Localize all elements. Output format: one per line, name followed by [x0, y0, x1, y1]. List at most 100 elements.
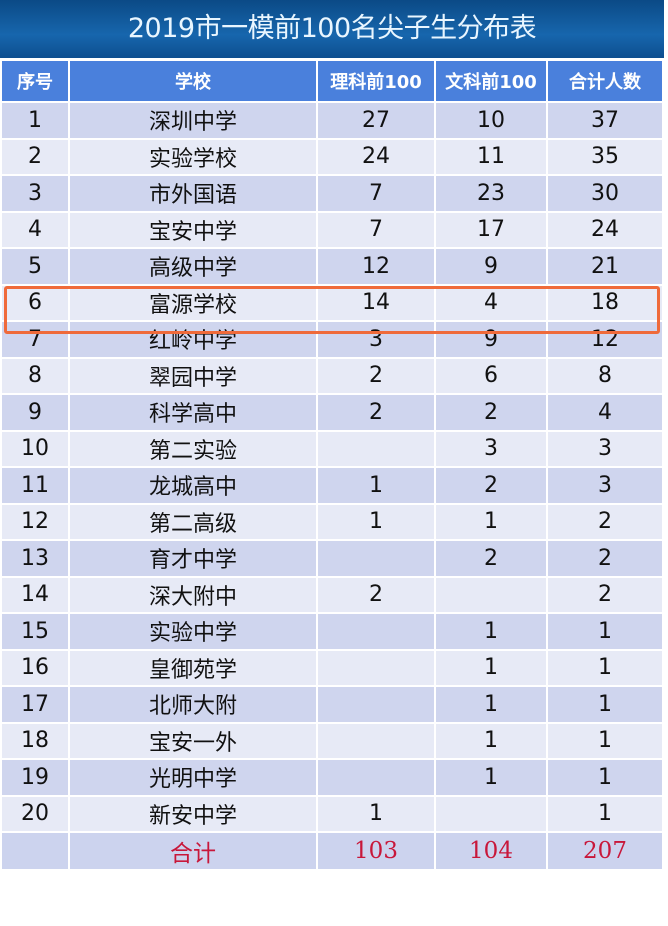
table-row: 13 育才中学 2 2 [0, 539, 664, 578]
cell-school: 红岭中学 [68, 320, 318, 359]
cell-science: 12 [316, 247, 436, 286]
cell-total: 18 [546, 283, 664, 322]
cell-science: 3 [316, 320, 436, 359]
cell-school: 第二高级 [68, 502, 318, 541]
table-row: 19 光明中学 1 1 [0, 758, 664, 797]
cell-school: 育才中学 [68, 539, 318, 578]
total-cell-total: 207 [546, 831, 664, 871]
cell-arts [434, 575, 548, 614]
cell-total: 1 [546, 794, 664, 833]
cell-science: 7 [316, 210, 436, 249]
cell-arts: 9 [434, 247, 548, 286]
school-distribution-table: 序号 学校 理科前100 文科前100 合计人数 1 深圳中学 27 10 37 2 实验学… [0, 59, 664, 871]
cell-science: 7 [316, 174, 436, 213]
table-row: 14 深大附中 2 2 [0, 575, 664, 614]
cell-science: 14 [316, 283, 436, 322]
table-row: 11 龙城高中 1 2 3 [0, 466, 664, 505]
cell-total: 8 [546, 356, 664, 395]
header-arts: 文科前100 [434, 59, 548, 103]
cell-arts: 11 [434, 137, 548, 176]
cell-index: 5 [0, 247, 70, 286]
cell-total: 30 [546, 174, 664, 213]
cell-index: 11 [0, 466, 70, 505]
cell-total: 1 [546, 685, 664, 724]
cell-index: 7 [0, 320, 70, 359]
cell-science [316, 685, 436, 724]
header-total: 合计人数 [546, 59, 664, 103]
cell-index: 12 [0, 502, 70, 541]
cell-index: 15 [0, 612, 70, 651]
cell-arts: 2 [434, 466, 548, 505]
cell-arts: 2 [434, 539, 548, 578]
cell-index: 16 [0, 648, 70, 687]
cell-index: 3 [0, 174, 70, 213]
cell-index: 9 [0, 393, 70, 432]
cell-school: 实验中学 [68, 612, 318, 651]
cell-arts: 1 [434, 612, 548, 651]
table-row: 18 宝安一外 1 1 [0, 721, 664, 760]
table-title: 2019市一模前100名尖子生分布表 [0, 0, 664, 58]
cell-school: 富源学校 [68, 283, 318, 322]
cell-school: 深大附中 [68, 575, 318, 614]
cell-total: 2 [546, 575, 664, 614]
cell-index: 6 [0, 283, 70, 322]
total-cell-science: 103 [316, 831, 436, 871]
header-row: 序号 学校 理科前100 文科前100 合计人数 [0, 59, 664, 103]
total-cell-arts: 104 [434, 831, 548, 871]
cell-science [316, 429, 436, 468]
total-row: 合计 103 104 207 [0, 831, 664, 871]
table-row: 2 实验学校 24 11 35 [0, 137, 664, 176]
cell-arts: 6 [434, 356, 548, 395]
total-cell-school: 合计 [68, 831, 318, 871]
cell-school: 高级中学 [68, 247, 318, 286]
cell-science: 2 [316, 356, 436, 395]
cell-school: 第二实验 [68, 429, 318, 468]
cell-science [316, 648, 436, 687]
cell-index: 17 [0, 685, 70, 724]
cell-total: 21 [546, 247, 664, 286]
table-row: 15 实验中学 1 1 [0, 612, 664, 651]
cell-arts: 3 [434, 429, 548, 468]
cell-index: 4 [0, 210, 70, 249]
cell-arts: 1 [434, 721, 548, 760]
table-row: 20 新安中学 1 1 [0, 794, 664, 833]
cell-science [316, 721, 436, 760]
cell-science: 27 [316, 101, 436, 140]
cell-index: 1 [0, 101, 70, 140]
cell-total: 3 [546, 466, 664, 505]
cell-school: 宝安中学 [68, 210, 318, 249]
cell-science: 1 [316, 466, 436, 505]
table-row: 10 第二实验 3 3 [0, 429, 664, 468]
cell-index: 14 [0, 575, 70, 614]
header-science: 理科前100 [316, 59, 436, 103]
cell-school: 新安中学 [68, 794, 318, 833]
cell-arts: 1 [434, 758, 548, 797]
cell-school: 翠园中学 [68, 356, 318, 395]
table-row: 1 深圳中学 27 10 37 [0, 101, 664, 140]
table-row: 5 高级中学 12 9 21 [0, 247, 664, 286]
table-row: 3 市外国语 7 23 30 [0, 174, 664, 213]
cell-science: 2 [316, 575, 436, 614]
table-row: 9 科学高中 2 2 4 [0, 393, 664, 432]
header-school: 学校 [68, 59, 318, 103]
cell-arts: 4 [434, 283, 548, 322]
table-row: 17 北师大附 1 1 [0, 685, 664, 724]
cell-school: 科学高中 [68, 393, 318, 432]
cell-index: 13 [0, 539, 70, 578]
cell-total: 1 [546, 721, 664, 760]
cell-total: 24 [546, 210, 664, 249]
cell-total: 12 [546, 320, 664, 359]
cell-school: 光明中学 [68, 758, 318, 797]
cell-science: 24 [316, 137, 436, 176]
cell-arts: 23 [434, 174, 548, 213]
table-row: 8 翠园中学 2 6 8 [0, 356, 664, 395]
cell-arts: 9 [434, 320, 548, 359]
cell-school: 龙城高中 [68, 466, 318, 505]
cell-arts: 1 [434, 502, 548, 541]
cell-school: 市外国语 [68, 174, 318, 213]
cell-science [316, 539, 436, 578]
cell-total: 1 [546, 648, 664, 687]
cell-arts: 2 [434, 393, 548, 432]
cell-arts: 1 [434, 648, 548, 687]
cell-total: 3 [546, 429, 664, 468]
